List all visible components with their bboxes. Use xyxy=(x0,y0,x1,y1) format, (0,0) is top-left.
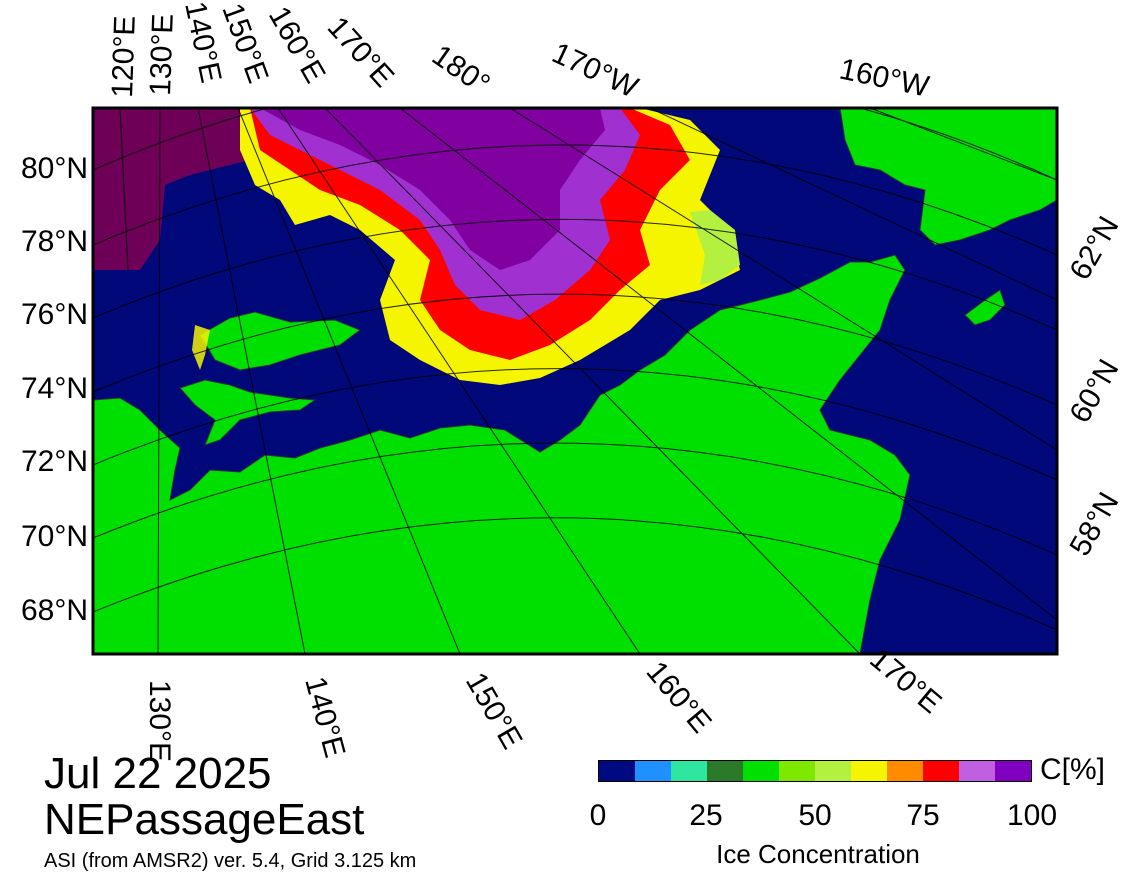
colorbar-tick-100: 100 xyxy=(1006,799,1058,832)
lat-label-72n: 72°N xyxy=(21,445,88,478)
lat-label-58n: 58°N xyxy=(1063,487,1125,562)
colorbar-segment xyxy=(815,761,851,781)
land-siberia xyxy=(93,254,911,654)
land-lyakhovsky xyxy=(179,379,317,446)
colorbar-unit: C[%] xyxy=(1040,753,1106,786)
colorbar xyxy=(598,760,1032,782)
colorbar-tick-0: 0 xyxy=(589,799,607,832)
colorbar-segment xyxy=(671,761,707,781)
lat-label-74n: 74°N xyxy=(21,372,88,405)
land-new-siberian-islands xyxy=(199,311,362,371)
lat-label-60n: 60°N xyxy=(1063,354,1125,429)
colorbar-segment xyxy=(959,761,995,781)
lon-label-top-120e: 120°E xyxy=(106,15,142,98)
colorbar-tick-75: 75 xyxy=(906,799,940,832)
lat-label-62n: 62°N xyxy=(1063,211,1125,286)
map-content xyxy=(93,108,1057,654)
colorbar-segment xyxy=(599,761,635,781)
map-frame xyxy=(91,106,1059,656)
date-label: Jul 22 2025 xyxy=(44,749,272,798)
colorbar-segment xyxy=(707,761,743,781)
lat-label-76n: 76°N xyxy=(21,298,88,331)
colorbar-tick-50: 50 xyxy=(798,799,832,832)
lat-label-78n: 78°N xyxy=(21,225,88,258)
colorbar-tick-25: 25 xyxy=(689,799,723,832)
colorbar-segment xyxy=(743,761,779,781)
colorbar-title: Ice Concentration xyxy=(716,839,920,869)
lon-label-top-160w: 160°W xyxy=(837,53,933,104)
lon-label-bottom-140e: 140°E xyxy=(298,673,351,761)
lon-label-top-170e: 170°E xyxy=(321,11,400,94)
lat-label-80n: 80°N xyxy=(21,152,88,185)
lat-label-70n: 70°N xyxy=(21,520,88,553)
colorbar-segment xyxy=(779,761,815,781)
lon-label-top-130e: 130°E xyxy=(144,13,180,96)
colorbar-segment xyxy=(887,761,923,781)
ice-near-islands xyxy=(192,325,210,370)
lat-label-68n: 68°N xyxy=(21,594,88,627)
region-label: NEPassageEast xyxy=(44,795,365,844)
colorbar-segment xyxy=(635,761,671,781)
lon-label-bottom-130e: 130°E xyxy=(143,680,176,762)
colorbar-segment xyxy=(851,761,887,781)
lon-label-top-170w: 170°W xyxy=(547,36,643,104)
source-label: ASI (from AMSR2) ver. 5.4, Grid 3.125 km xyxy=(44,850,417,872)
colorbar-segment xyxy=(923,761,959,781)
colorbar-segment xyxy=(995,761,1031,781)
graticule xyxy=(93,108,1057,654)
lon-label-bottom-150e: 150°E xyxy=(459,667,529,755)
lon-label-top-180: 180° xyxy=(426,39,496,102)
ice-pack-full xyxy=(260,108,605,270)
land-alaska xyxy=(839,108,1057,246)
lon-label-bottom-160e: 160°E xyxy=(640,655,718,739)
